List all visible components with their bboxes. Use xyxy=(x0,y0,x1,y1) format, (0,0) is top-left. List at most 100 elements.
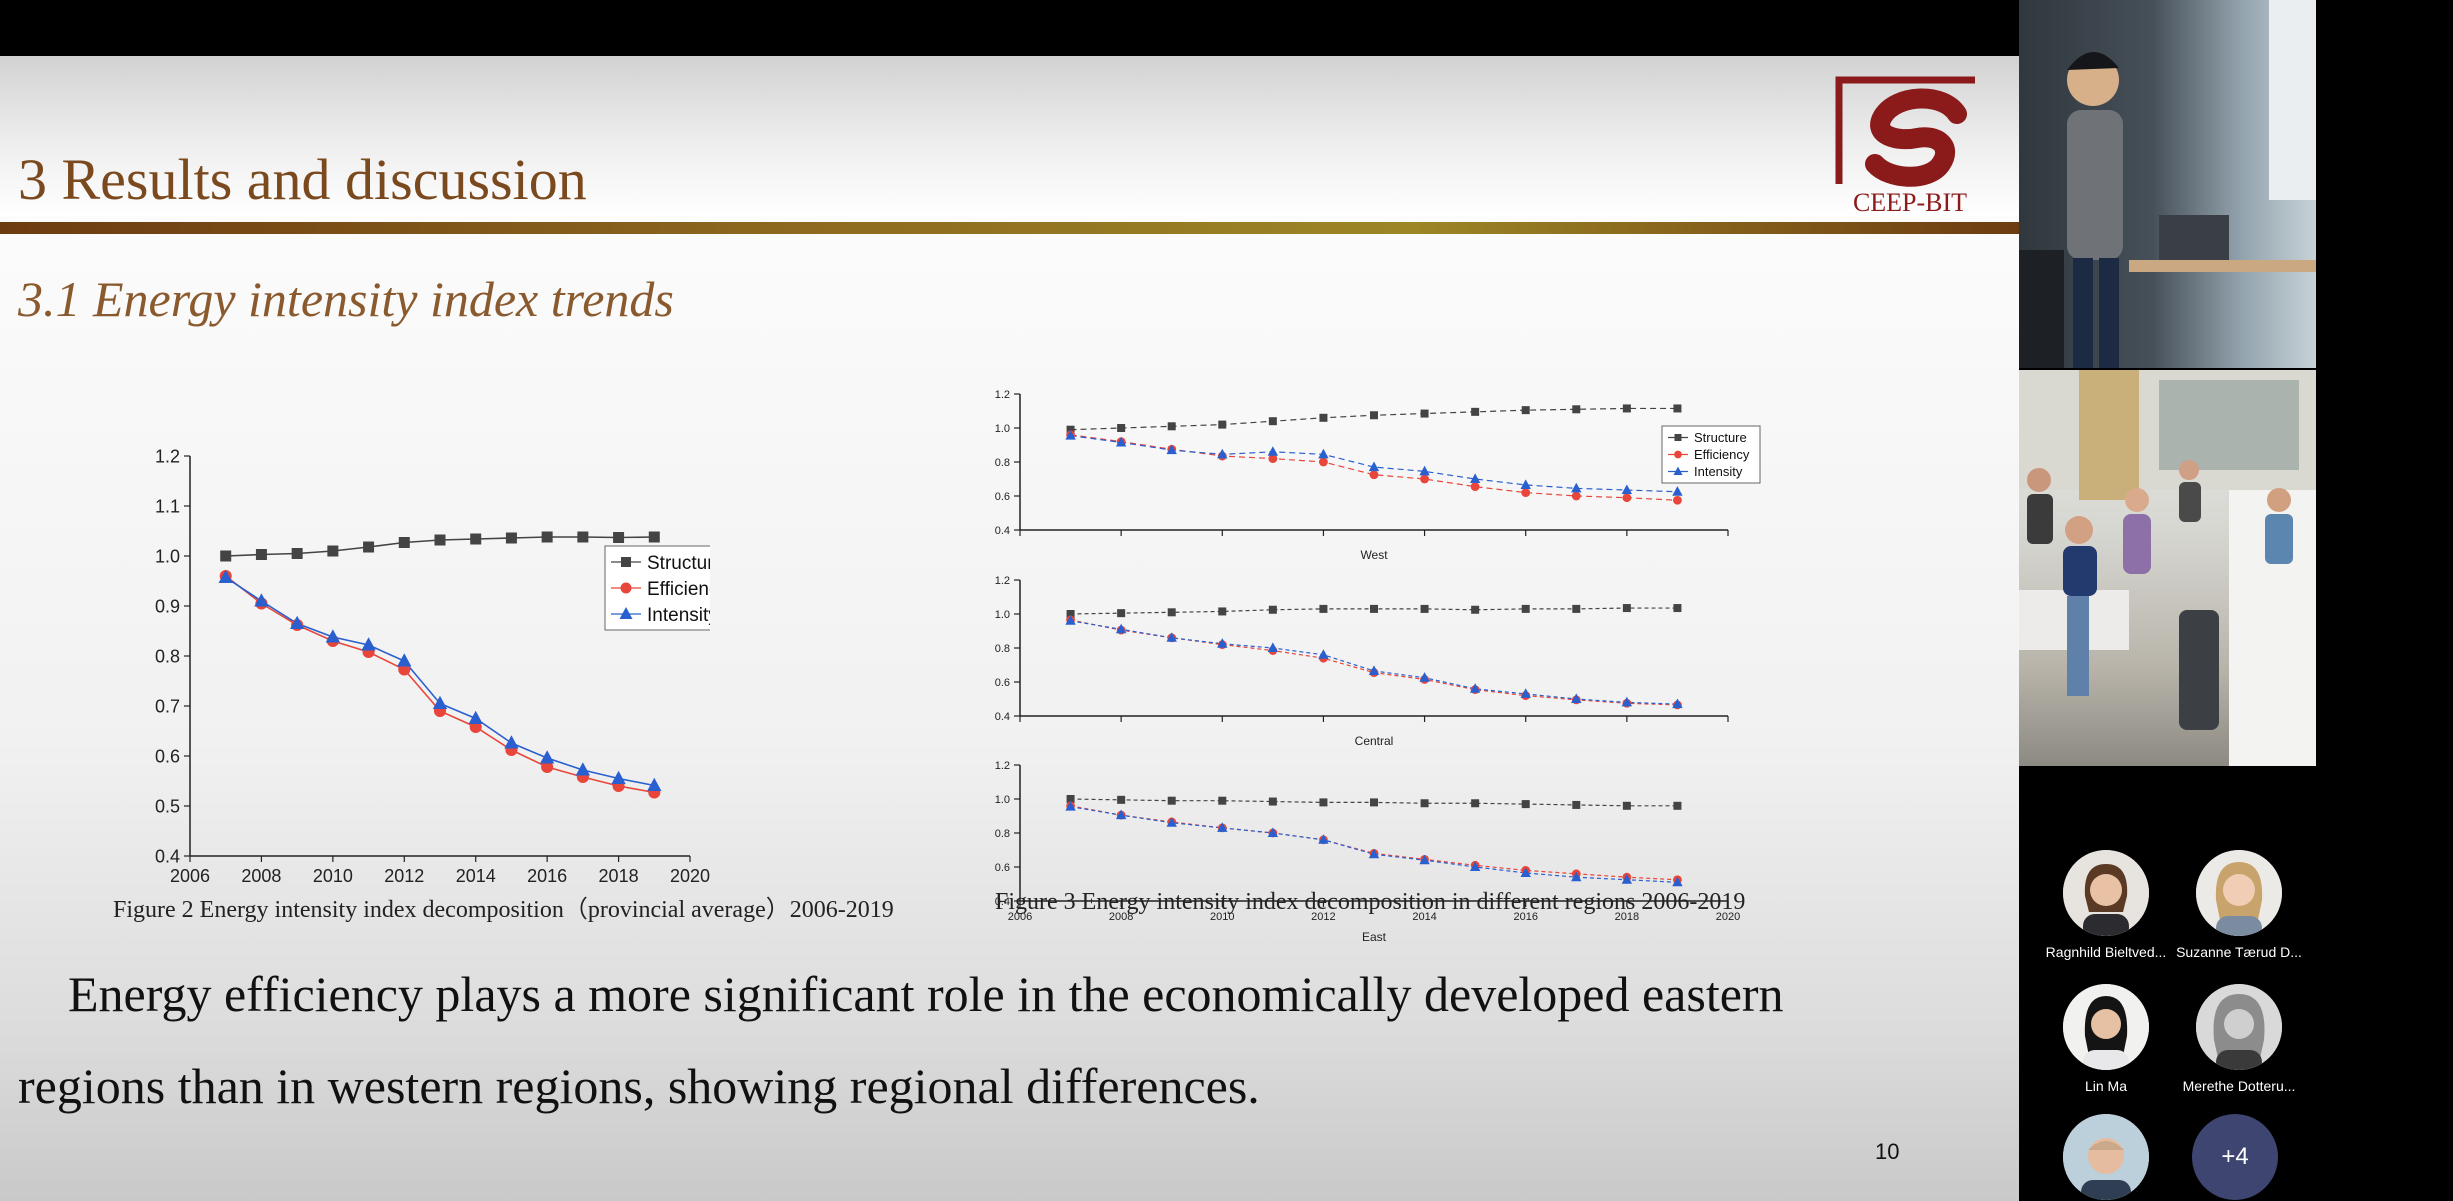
title-divider xyxy=(0,222,2019,234)
ceep-bit-logo: CEEP-BIT xyxy=(1825,72,1995,222)
data-point-structure xyxy=(1218,607,1227,616)
data-point-intensity xyxy=(1115,809,1127,820)
x-tick-label: 2006 xyxy=(170,866,210,886)
y-tick-label: 1.2 xyxy=(995,389,1010,401)
data-point-structure xyxy=(1521,800,1530,809)
participant-tile[interactable]: Lin Ma xyxy=(2021,984,2191,1094)
person-avatar-icon xyxy=(2063,850,2149,936)
participant-tile[interactable]: Merethe Dotteru... xyxy=(2154,984,2324,1094)
legend-label-structure: Structure xyxy=(647,553,710,574)
y-tick-label: 1.0 xyxy=(995,794,1010,806)
data-point-intensity xyxy=(539,750,555,764)
y-tick-label: 1.2 xyxy=(995,575,1010,587)
data-point-intensity xyxy=(1672,876,1683,887)
data-point-efficiency xyxy=(1622,493,1632,503)
data-point-structure xyxy=(1117,609,1126,618)
series-line-intensity xyxy=(1070,620,1678,705)
series-line-efficiency xyxy=(1070,805,1678,881)
data-point-intensity xyxy=(1166,632,1177,642)
legend-marker-efficiency xyxy=(620,582,632,594)
data-point-structure xyxy=(1420,409,1429,418)
data-point-structure xyxy=(613,532,625,543)
chart-panel-3: 0.4 0.6 0.8 1.0 1.2 2006 2008 2010 2012 2014 2016 2… xyxy=(995,760,1741,944)
x-tick-label: 2012 xyxy=(384,866,424,886)
data-point-intensity xyxy=(1469,861,1481,871)
y-tick-label: 0.8 xyxy=(995,643,1010,655)
data-point-structure xyxy=(1319,413,1328,422)
x-tick-label: 2010 xyxy=(313,866,353,886)
data-point-structure xyxy=(1117,424,1126,432)
y-tick-label: 0.6 xyxy=(995,491,1010,503)
data-point-intensity xyxy=(432,695,448,709)
panel-title: West xyxy=(1360,548,1388,562)
data-point-intensity xyxy=(1419,672,1430,682)
x-tick-label: 2020 xyxy=(670,866,710,886)
data-point-intensity xyxy=(504,735,519,749)
figure-3-caption: Figure 3 Energy intensity index decompos… xyxy=(995,889,1746,915)
participant-tile[interactable]: Suzanne Tærud D... xyxy=(2154,850,2324,960)
data-point-intensity xyxy=(468,710,483,724)
data-point-intensity xyxy=(1571,482,1582,493)
data-point-structure xyxy=(1167,796,1176,805)
data-point-intensity xyxy=(325,629,341,643)
figure-2-chart: 0.4 0.5 0.6 0.7 0.8 0.9 1.0 1.1 1.2 2006 2008 2010 2… xyxy=(155,446,710,886)
y-tick-label: 0.6 xyxy=(155,746,180,766)
data-point-intensity xyxy=(1217,448,1228,459)
slide-header-band xyxy=(0,56,2019,216)
y-tick-label: 0.5 xyxy=(155,796,180,816)
data-point-structure xyxy=(1370,604,1378,613)
data-point-structure xyxy=(1572,604,1581,613)
participant-name: Lin Ma xyxy=(2084,1078,2128,1094)
series-line-intensity xyxy=(225,576,655,787)
data-point-structure xyxy=(470,533,482,545)
data-point-intensity xyxy=(1672,486,1683,496)
data-point-intensity xyxy=(361,637,376,651)
data-point-intensity xyxy=(1166,817,1177,827)
legend-marker-intensity xyxy=(619,607,633,619)
legend-label-efficiency: Efficiency xyxy=(647,579,710,600)
data-point-structure xyxy=(1066,610,1075,618)
data-point-intensity xyxy=(1621,484,1633,495)
data-point-intensity xyxy=(1065,615,1076,625)
data-point-intensity xyxy=(1621,696,1633,707)
participant-tile[interactable] xyxy=(2021,1114,2191,1200)
data-point-structure xyxy=(255,549,267,560)
y-tick-label: 0.9 xyxy=(155,596,180,616)
y-tick-label: 0.8 xyxy=(995,457,1010,469)
data-point-structure xyxy=(363,541,375,553)
data-point-structure xyxy=(1268,797,1277,806)
x-tick-label: 2006 xyxy=(1008,911,1032,923)
data-point-structure xyxy=(1167,422,1176,431)
audience-video-tile[interactable] xyxy=(2019,370,2316,766)
participant-avatar xyxy=(2063,984,2149,1070)
speaker-video-tile[interactable] xyxy=(2019,0,2316,368)
y-tick-label: 0.4 xyxy=(995,525,1010,537)
y-tick-label: 0.8 xyxy=(155,646,180,666)
data-point-structure xyxy=(220,550,232,562)
chart-panel-1: 0.4 0.6 0.8 1.0 1.2 Structure Efficiency Intens… xyxy=(995,389,1761,562)
legend-label-structure: Structure xyxy=(1694,430,1747,445)
more-participants-button[interactable]: +4 xyxy=(2192,1114,2278,1200)
y-tick-label: 0.8 xyxy=(995,828,1010,840)
participant-tile[interactable]: Ragnhild Bieltved... xyxy=(2021,850,2191,960)
data-point-intensity xyxy=(289,615,305,629)
participant-avatar xyxy=(2196,984,2282,1070)
data-point-intensity xyxy=(1520,867,1531,877)
audience-video-image xyxy=(2019,370,2316,766)
data-point-structure xyxy=(1268,417,1277,426)
participant-avatar xyxy=(2063,850,2149,936)
data-point-intensity xyxy=(1065,801,1076,811)
data-point-structure xyxy=(1319,798,1328,807)
data-point-intensity xyxy=(1419,854,1430,865)
slide-body-text: Energy efficiency plays a more significa… xyxy=(18,948,1978,1132)
y-tick-label: 0.7 xyxy=(155,696,180,716)
data-point-structure xyxy=(541,531,553,543)
legend-marker-structure xyxy=(1674,434,1682,441)
data-point-structure xyxy=(1521,604,1530,613)
data-point-structure xyxy=(291,548,303,559)
data-point-intensity xyxy=(1368,461,1380,472)
data-point-intensity xyxy=(1318,448,1329,459)
y-tick-label: 0.6 xyxy=(995,677,1010,689)
data-point-structure xyxy=(1268,605,1277,614)
data-point-intensity xyxy=(1520,479,1531,489)
